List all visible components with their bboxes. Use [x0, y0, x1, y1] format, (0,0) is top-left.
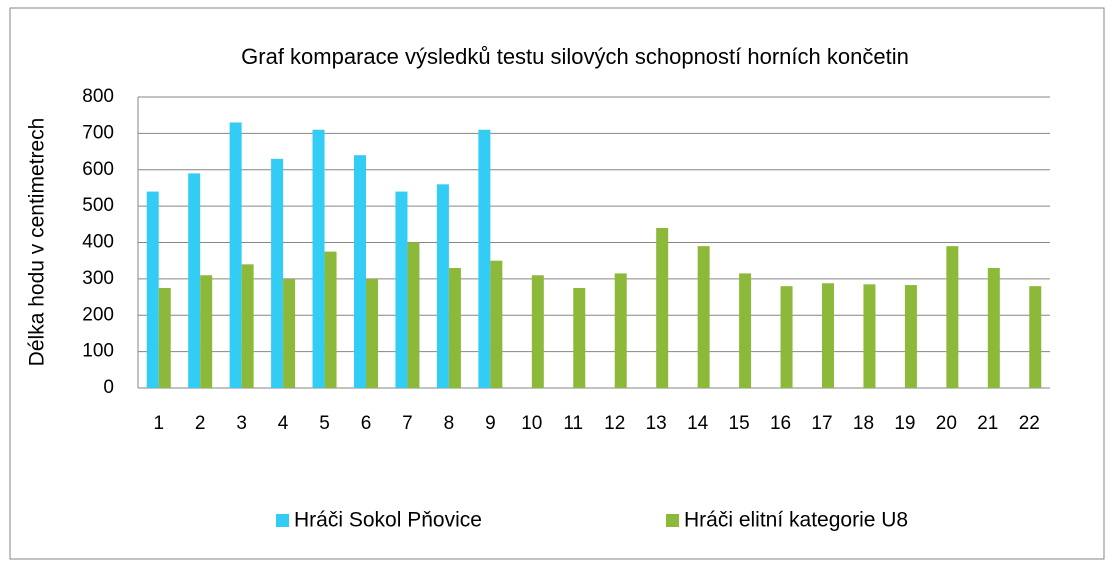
- bar: [271, 158, 284, 388]
- y-tick-label: 0: [103, 377, 114, 398]
- y-tick-label: 100: [82, 341, 114, 362]
- bar: [146, 191, 159, 388]
- bar: [200, 275, 213, 388]
- x-tick-label: 2: [195, 413, 206, 434]
- bar: [478, 129, 491, 389]
- x-tick-label: 11: [563, 413, 583, 434]
- bar: [946, 246, 959, 388]
- bar: [573, 287, 586, 388]
- bar: [614, 273, 627, 388]
- bar: [229, 122, 242, 389]
- legend-label: Hráči elitní kategorie U8: [684, 509, 908, 532]
- bar: [987, 267, 1000, 388]
- bar: [436, 184, 449, 388]
- x-tick-label: 22: [1019, 413, 1040, 434]
- bar: [241, 264, 254, 388]
- x-tick-label: 20: [936, 413, 957, 434]
- y-tick-label: 300: [82, 268, 114, 289]
- bar: [904, 285, 917, 388]
- chart-frame: [9, 7, 1105, 560]
- x-tick-label: 9: [485, 413, 496, 434]
- x-tick-label: 14: [687, 413, 709, 434]
- x-tick-label: 15: [729, 413, 750, 434]
- bar: [656, 227, 669, 388]
- y-tick-label: 600: [82, 159, 114, 180]
- bar: [324, 251, 337, 388]
- bar: [490, 260, 503, 388]
- bar: [1029, 286, 1042, 388]
- bar: [780, 286, 793, 388]
- x-tick-label: 19: [894, 413, 915, 434]
- bar: [863, 284, 876, 388]
- bar: [407, 242, 420, 388]
- x-tick-label: 3: [236, 413, 247, 434]
- x-tick-label: 10: [521, 413, 542, 434]
- bar: [354, 155, 366, 388]
- legend-label: Hráči Sokol Pňovice: [294, 509, 482, 532]
- bar: [395, 191, 408, 388]
- bar: [697, 246, 710, 388]
- bar: [448, 267, 461, 388]
- chart-title: Graf komparace výsledků testu silových s…: [241, 44, 909, 69]
- bar: [158, 287, 171, 388]
- x-tick-label: 8: [444, 413, 455, 434]
- x-tick-label: 12: [604, 413, 625, 434]
- bar: [366, 278, 378, 388]
- bar: [312, 129, 325, 389]
- bar: [283, 278, 296, 388]
- bar: [822, 283, 834, 388]
- y-tick-label: 700: [82, 122, 114, 143]
- x-tick-label: 7: [402, 413, 413, 434]
- bar: [739, 273, 752, 388]
- x-tick-label: 21: [977, 413, 998, 434]
- y-tick-label: 500: [82, 195, 114, 216]
- y-tick-label: 400: [82, 232, 114, 253]
- bar: [531, 275, 544, 388]
- bar: [188, 173, 201, 388]
- x-tick-label: 16: [770, 413, 791, 434]
- x-tick-label: 5: [319, 413, 330, 434]
- legend-swatch: [666, 514, 679, 527]
- y-axis-label: Délka hodu v centimetrech: [26, 118, 49, 367]
- y-tick-label: 800: [82, 86, 114, 107]
- x-tick-label: 4: [278, 413, 289, 434]
- x-tick-label: 18: [853, 413, 874, 434]
- legend-swatch: [276, 514, 289, 527]
- x-tick-label: 1: [153, 413, 164, 434]
- x-tick-label: 6: [361, 413, 372, 434]
- y-tick-label: 200: [82, 304, 114, 325]
- x-tick-label: 13: [646, 413, 667, 434]
- x-tick-label: 17: [811, 413, 832, 434]
